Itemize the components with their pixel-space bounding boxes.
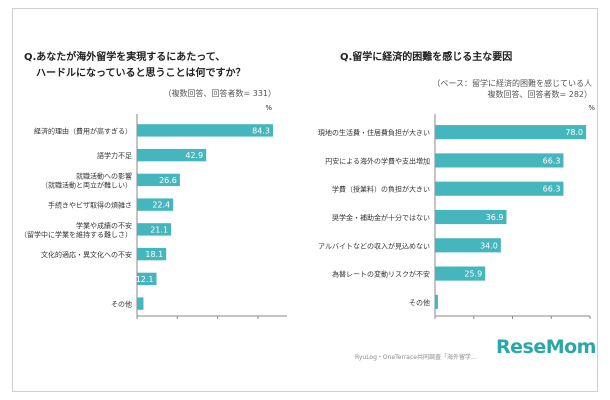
bar	[137, 223, 172, 236]
left-chart-title-line1: Q.あなたが海外留学を実現するにあたって、	[24, 52, 226, 63]
value-label: 42.9	[185, 151, 203, 160]
category-label: その他	[111, 300, 132, 309]
right-bar-chart: 78.0 現地の生活費・住居費負担が大きい 66.3 円安による海外の学費や支出増加 6…	[318, 104, 595, 319]
bar	[435, 181, 564, 196]
category-label: （留学中に学業を維持する難しさ）	[20, 230, 132, 239]
category-label: 奨学金・補助金が十分ではない	[332, 213, 430, 222]
bar	[137, 247, 167, 261]
bar	[435, 125, 587, 140]
value-label: 34.0	[480, 241, 498, 250]
category-label: （就職活動と両立が難しい）	[41, 180, 132, 189]
value-label: 36.9	[486, 213, 504, 222]
category-label: 学業や成績の不安	[76, 221, 132, 230]
bar	[137, 198, 174, 211]
unit-label: %	[588, 104, 595, 112]
bar	[435, 209, 507, 225]
value-label: 18.1	[145, 250, 163, 259]
value-label: 12.1	[136, 275, 154, 284]
category-label: 手続きやビザ取得の煩雑さ	[48, 201, 132, 210]
value-label: 84.3	[252, 126, 270, 135]
bar	[435, 266, 486, 281]
bar	[137, 148, 207, 162]
bar	[435, 238, 501, 253]
value-label: 78.0	[565, 128, 583, 137]
unit-label: %	[265, 104, 272, 112]
left-bar-chart: 84.3経済的理由（費用が高すぎる）42.9語学力不足26.6就職活動への影響（…	[20, 104, 287, 319]
category-label: 語学力不足	[97, 151, 132, 160]
bar	[137, 173, 180, 187]
left-chart-title-line2: ハードルになっていると思うことは何ですか？	[36, 68, 246, 79]
value-label: 21.1	[150, 225, 168, 234]
right-chart-title: Q.留学に経済的困難を感じる主な要因	[340, 52, 513, 63]
category-label: 文化的適応・異文化への不安	[41, 250, 132, 259]
bar	[137, 272, 157, 286]
source-credit: RyuLog・OneTerrace共同調査「海外留学…	[355, 354, 477, 361]
bar	[137, 297, 144, 310]
category-label: アルバイトなどの収入が見込めない	[318, 241, 430, 250]
bar	[435, 153, 564, 168]
value-label: 26.6	[159, 176, 177, 185]
left-chart-note: （複数回答、回答者数= 331）	[163, 89, 276, 98]
bar	[435, 294, 438, 309]
right-chart-note-line2: 複数回答、回答者数= 282）	[487, 90, 592, 99]
category-label: 為替レートの変動リスクが不安	[332, 270, 430, 279]
value-label: 22.4	[152, 201, 170, 210]
category-label: 円安による海外の学費や支出増加	[325, 156, 430, 165]
bar	[137, 124, 273, 137]
right-chart-note-line1: （ベース：留学に経済的困難を感じている人	[432, 79, 592, 88]
value-label: 25.9	[464, 270, 482, 279]
category-label: その他	[409, 298, 430, 307]
category-label: 学費（授業料）の負担が大きい	[332, 185, 430, 194]
value-label: 66.3	[543, 156, 561, 165]
value-label: 66.3	[543, 185, 561, 194]
figure-frame	[12, 8, 598, 392]
category-label: 現地の生活費・住居費負担が大きい	[318, 128, 430, 137]
category-label: 就職活動への影響	[76, 171, 132, 180]
category-label: 経済的理由（費用が高すぎる）	[34, 126, 132, 135]
resemom-logo: ReseMom	[496, 336, 596, 358]
